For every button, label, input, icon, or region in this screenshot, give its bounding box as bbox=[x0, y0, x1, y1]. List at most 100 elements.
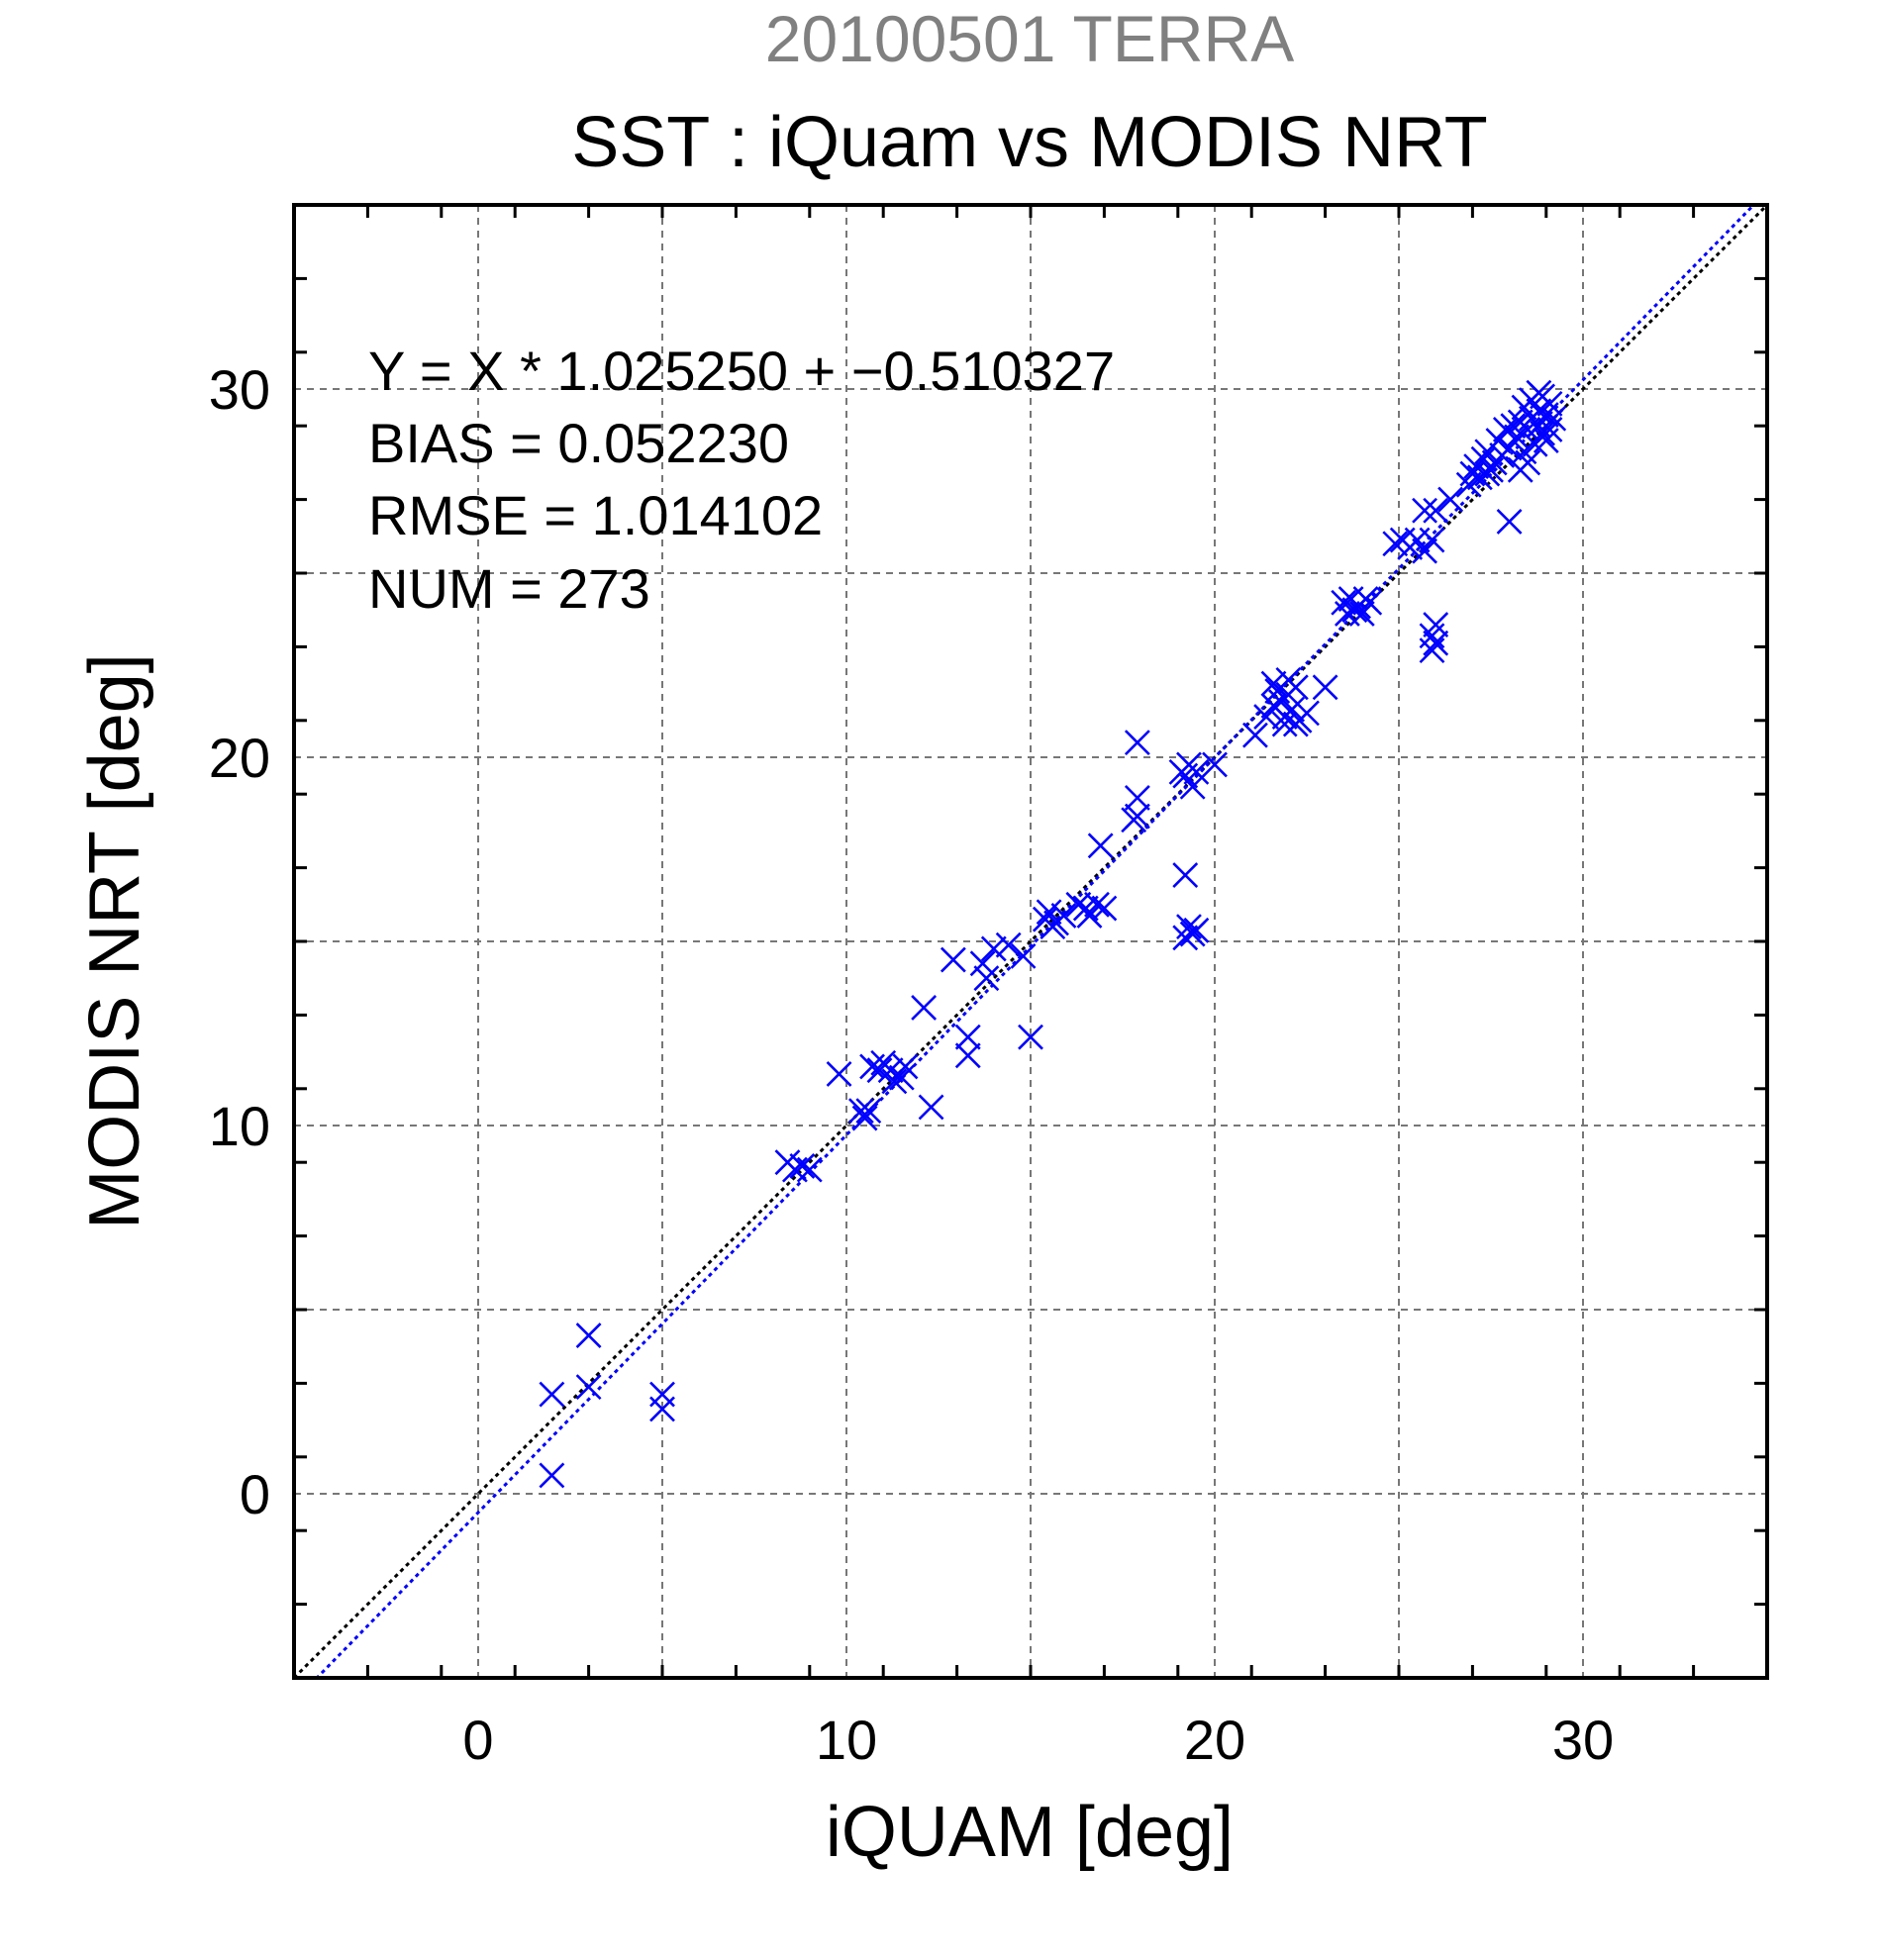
data-point bbox=[1419, 637, 1445, 664]
data-point bbox=[1540, 405, 1567, 432]
data-point-stroke bbox=[1478, 456, 1504, 483]
data-point-stroke bbox=[847, 1098, 874, 1125]
data-point-stroke bbox=[826, 1061, 852, 1087]
stats-line-rmse: RMSE = 1.014102 bbox=[368, 484, 823, 546]
data-point-stroke bbox=[1183, 917, 1210, 943]
y-tick-label: 0 bbox=[240, 1463, 270, 1525]
x-tick-label: 10 bbox=[816, 1709, 877, 1771]
data-point bbox=[1124, 730, 1150, 756]
data-point bbox=[1076, 903, 1103, 929]
data-point bbox=[1423, 612, 1449, 637]
data-point-stroke bbox=[1010, 942, 1037, 969]
data-point bbox=[1010, 942, 1037, 969]
data-point bbox=[1124, 803, 1150, 830]
data-point bbox=[1084, 891, 1110, 918]
data-point bbox=[1478, 456, 1504, 483]
data-point bbox=[1202, 751, 1228, 778]
data-point bbox=[954, 1042, 981, 1069]
data-point-stroke bbox=[1036, 899, 1062, 926]
data-point bbox=[1348, 601, 1375, 627]
data-point-stroke bbox=[892, 1053, 919, 1080]
data-point bbox=[796, 1156, 823, 1183]
data-point-stroke bbox=[575, 1323, 602, 1348]
data-point-stroke bbox=[940, 946, 966, 973]
data-point-stroke bbox=[796, 1156, 823, 1183]
chart-title: SST : iQuam vs MODIS NRT bbox=[571, 103, 1488, 182]
data-point-stroke bbox=[1348, 601, 1375, 627]
data-point bbox=[539, 1381, 565, 1408]
data-point-stroke bbox=[1533, 428, 1559, 453]
data-point-stroke bbox=[973, 965, 1000, 992]
data-point-stroke bbox=[911, 995, 938, 1021]
data-point bbox=[1382, 531, 1409, 557]
data-point-stroke bbox=[575, 1374, 602, 1401]
plot-frame bbox=[292, 203, 1769, 1680]
data-point bbox=[1260, 670, 1287, 697]
data-point bbox=[1179, 773, 1206, 800]
data-point-stroke bbox=[1124, 785, 1150, 811]
data-point-stroke bbox=[1294, 700, 1320, 727]
data-point-stroke bbox=[1530, 420, 1555, 446]
data-point bbox=[1271, 711, 1298, 737]
data-point-stroke bbox=[1124, 730, 1150, 756]
data-point-stroke bbox=[969, 950, 996, 977]
data-point bbox=[973, 965, 1000, 992]
chart-supertitle: 20100501 TERRA bbox=[765, 2, 1294, 75]
data-point-stroke bbox=[1176, 914, 1202, 940]
data-point bbox=[1279, 696, 1306, 723]
data-point bbox=[1412, 497, 1437, 524]
data-point bbox=[980, 935, 1007, 962]
data-point-stroke bbox=[851, 1105, 878, 1131]
stats-block: Y = X * 1.025250 + −0.510327 BIAS = 0.05… bbox=[368, 340, 1115, 620]
regression-line bbox=[315, 205, 1756, 1678]
data-point-stroke bbox=[1312, 674, 1338, 701]
data-point bbox=[1036, 899, 1062, 926]
data-points bbox=[539, 379, 1567, 1489]
data-point-stroke bbox=[1018, 1024, 1043, 1050]
data-point bbox=[1172, 862, 1199, 888]
y-tick-label: 30 bbox=[209, 358, 270, 421]
data-point-stroke bbox=[1183, 758, 1210, 785]
data-point bbox=[1437, 486, 1463, 513]
data-point bbox=[1412, 538, 1437, 564]
minor-ticks bbox=[292, 203, 1769, 1680]
data-point bbox=[1087, 833, 1114, 859]
x-tick-label: 0 bbox=[462, 1709, 493, 1771]
data-point bbox=[1530, 420, 1555, 446]
data-point bbox=[575, 1323, 602, 1348]
y-tick-label: 20 bbox=[209, 727, 270, 789]
data-point bbox=[1124, 785, 1150, 811]
data-point bbox=[1496, 509, 1523, 535]
data-point-stroke bbox=[1087, 833, 1114, 859]
data-point bbox=[918, 1094, 944, 1121]
data-point bbox=[649, 1396, 675, 1422]
data-point bbox=[1050, 903, 1077, 929]
data-point-stroke bbox=[1412, 538, 1437, 564]
data-point-stroke bbox=[1331, 589, 1357, 616]
data-point-stroke bbox=[1496, 509, 1523, 535]
data-point-stroke bbox=[1356, 589, 1383, 616]
data-point-stroke bbox=[1423, 497, 1449, 524]
x-tick-label: 20 bbox=[1184, 1709, 1245, 1771]
data-point-stroke bbox=[1500, 413, 1527, 440]
data-point bbox=[881, 1068, 908, 1095]
data-point-stroke bbox=[1124, 803, 1150, 830]
data-point-stroke bbox=[539, 1381, 565, 1408]
data-point bbox=[1242, 722, 1268, 748]
data-point bbox=[866, 1057, 893, 1084]
data-point-stroke bbox=[1504, 424, 1530, 450]
x-axis-label: iQUAM [deg] bbox=[826, 1793, 1234, 1872]
data-point bbox=[855, 1098, 882, 1125]
data-point bbox=[1312, 674, 1338, 701]
x-tick-label: 30 bbox=[1552, 1709, 1614, 1771]
data-point-stroke bbox=[1202, 751, 1228, 778]
data-point-stroke bbox=[1179, 773, 1206, 800]
data-point bbox=[847, 1098, 874, 1125]
y-axis-label: MODIS NRT [deg] bbox=[75, 653, 154, 1229]
data-point bbox=[1356, 589, 1383, 616]
data-point-stroke bbox=[881, 1068, 908, 1095]
data-point-stroke bbox=[995, 931, 1022, 958]
data-point bbox=[1533, 428, 1559, 453]
data-point bbox=[851, 1105, 878, 1131]
